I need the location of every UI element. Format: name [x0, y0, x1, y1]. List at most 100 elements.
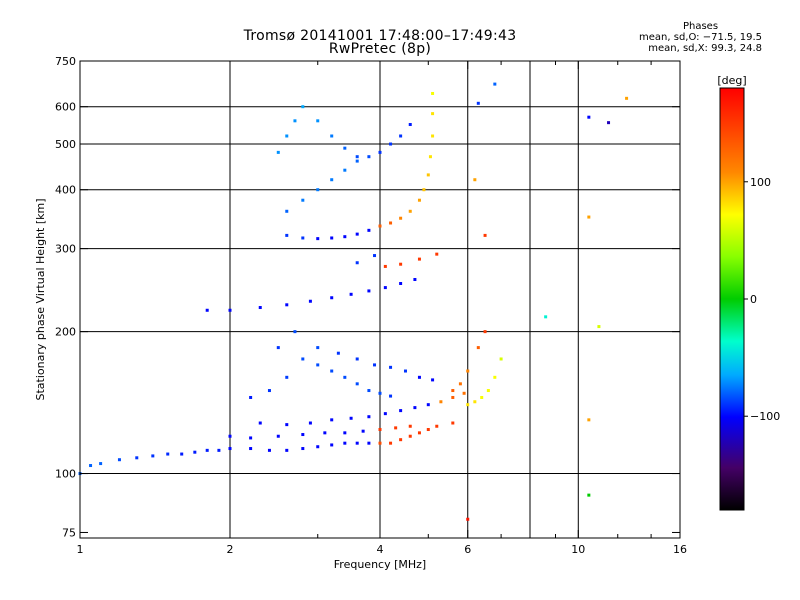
data-point [343, 441, 347, 445]
data-point [217, 448, 221, 452]
data-point [301, 433, 305, 437]
data-point [413, 406, 417, 410]
data-point [428, 155, 432, 159]
data-point [486, 389, 490, 393]
data-point [399, 282, 403, 286]
colorbar-label: [deg] [717, 74, 746, 87]
data-point [193, 450, 197, 454]
data-point [323, 431, 327, 435]
data-point [378, 441, 382, 445]
data-point [439, 400, 443, 404]
y-tick-label: 300 [55, 243, 76, 256]
data-point [378, 391, 382, 395]
data-point [151, 454, 155, 458]
data-point [316, 445, 320, 449]
data-point [355, 155, 359, 159]
colorbar-tick-label: 0 [750, 293, 757, 306]
data-point [476, 346, 480, 350]
data-point [349, 292, 353, 296]
data-point [451, 395, 455, 399]
phase-stats: Phases mean, sd,O: −71.5, 19.5 mean, sd,… [639, 21, 762, 54]
data-point [399, 409, 403, 413]
data-point [293, 330, 297, 334]
data-point [587, 493, 591, 497]
data-point [451, 421, 455, 425]
data-point [308, 299, 312, 303]
data-point [435, 424, 439, 428]
data-point [267, 389, 271, 393]
x-tick-label: 6 [464, 543, 471, 556]
data-point [249, 395, 253, 399]
data-point [431, 134, 435, 138]
data-point [285, 423, 289, 427]
data-point [301, 198, 305, 202]
data-point [135, 456, 139, 460]
data-point [426, 173, 430, 177]
data-point [483, 330, 487, 334]
data-point [285, 134, 289, 138]
data-point [431, 91, 435, 95]
y-tick-label: 750 [55, 55, 76, 68]
data-point [451, 389, 455, 393]
data-point [330, 236, 334, 240]
y-tick-label: 600 [55, 101, 76, 114]
data-point [285, 233, 289, 237]
data-point [301, 447, 305, 451]
data-point [316, 363, 320, 367]
data-point [276, 150, 280, 154]
data-point [435, 252, 439, 256]
data-point [180, 452, 184, 456]
x-tick-label: 4 [377, 543, 384, 556]
data-point [408, 424, 412, 428]
data-point [301, 105, 305, 109]
x-axis-ticks: 1 2 4 6 10 16 [77, 61, 687, 556]
data-point [587, 115, 591, 119]
data-point [431, 112, 435, 116]
data-point [308, 421, 312, 425]
data-point [480, 395, 484, 399]
data-point [373, 363, 377, 367]
data-point [367, 415, 371, 419]
data-point [367, 441, 371, 445]
data-point [389, 441, 393, 445]
data-point [316, 346, 320, 350]
data-point [228, 447, 232, 451]
data-point [587, 418, 591, 422]
data-point [367, 155, 371, 159]
data-point [413, 277, 417, 281]
data-point [383, 412, 387, 416]
data-point [389, 221, 393, 225]
data-point [285, 448, 289, 452]
data-points [78, 82, 629, 521]
data-point [462, 391, 466, 395]
x-tick-label: 1 [77, 543, 84, 556]
data-point [276, 346, 280, 350]
data-point [426, 403, 430, 407]
phase-stats-title: Phases [682, 21, 719, 32]
data-point [426, 428, 430, 432]
data-point [166, 452, 170, 456]
colorbar-tick-label: 100 [750, 176, 771, 189]
data-point [267, 448, 271, 452]
data-point [343, 168, 347, 172]
data-point [89, 464, 93, 468]
data-point [431, 378, 435, 382]
data-point [316, 188, 320, 192]
colorbar: [deg] 100 0 −100 [717, 74, 780, 511]
data-point [499, 357, 503, 361]
data-point [355, 357, 359, 361]
x-tick-label: 16 [673, 543, 687, 556]
data-point [343, 375, 347, 379]
data-point [417, 257, 421, 261]
data-point [389, 365, 393, 369]
colorbar-gradient [719, 87, 745, 511]
data-point [544, 315, 548, 319]
data-point [399, 438, 403, 442]
data-point [205, 308, 209, 312]
data-point [301, 357, 305, 361]
data-point [276, 434, 280, 438]
data-point [483, 233, 487, 237]
y-tick-label: 400 [55, 184, 76, 197]
data-point [330, 134, 334, 138]
data-point [258, 306, 262, 310]
